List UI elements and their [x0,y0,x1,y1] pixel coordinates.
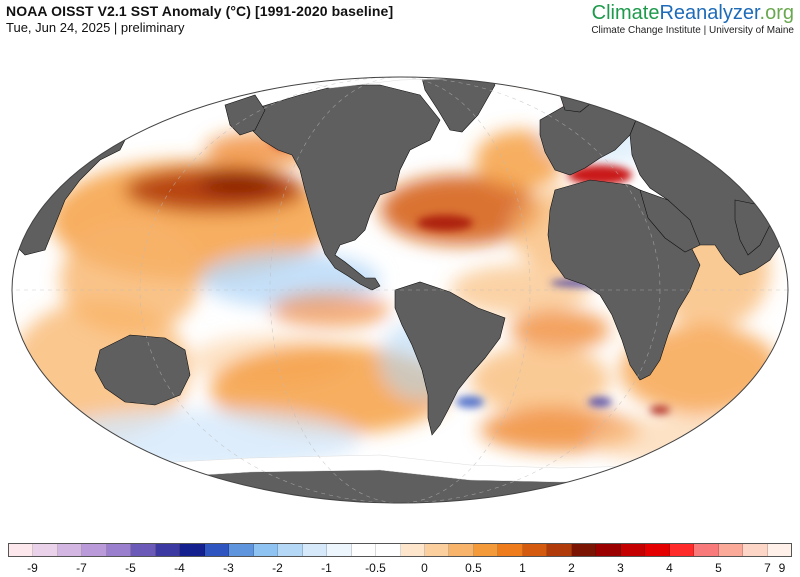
graticule-meridian [139,77,661,503]
legend-swatch [155,544,181,556]
legend-swatch [376,544,401,556]
legend-swatch [694,544,719,556]
legend-swatch [278,544,303,556]
legend-tick-label: 5 [715,561,722,575]
legend-swatch [327,544,352,556]
globe-outline [11,76,789,504]
legend-swatch [596,544,621,556]
legend-swatch [9,544,34,556]
legend-swatch [669,544,695,556]
legend-swatch [571,544,597,556]
legend-tick-label: 0.5 [465,561,482,575]
map-title: NOAA OISST V2.1 SST Anomaly (°C) [1991-2… [6,3,394,19]
legend-swatch [718,544,744,556]
legend-swatch [400,544,425,556]
antarctica-land [12,469,788,503]
north-america-land [249,84,441,291]
legend-tick-label: 4 [666,561,673,575]
sst-anomaly-map [11,76,789,504]
brand-logo[interactable]: ClimateReanalyzer.org [591,2,794,24]
brand-name-part3: .org [759,2,794,24]
legend-swatch [82,544,107,556]
legend-tick-label: -4 [174,561,185,575]
legend-swatch [229,544,254,556]
brand-name-part1: Climate [591,2,660,24]
map-subtitle: Tue, Jun 24, 2025 | preliminary [6,20,185,35]
legend-tick-label: 9 [778,561,786,575]
legend-swatch [33,544,58,556]
brand-institution: Climate Change Institute | University of… [591,25,794,36]
legend-swatch [253,544,279,556]
legend-swatch [767,544,791,556]
legend-tick-label: -0.5 [365,561,386,575]
legend-tick-label: 7 [764,561,771,575]
legend-swatch [449,544,474,556]
arabia-land [639,189,701,253]
alaska-land [224,94,266,136]
legend-swatch [620,544,646,556]
legend-tick-label: -1 [321,561,332,575]
legend-tick-labels: -9 -7 -5 -4 -3 -2 -1 -0.5 0 0.5 1 2 3 4 5 7 9 [8,561,792,575]
australia-land [94,334,191,406]
greenland-land [419,77,496,133]
legend-tick-label: 0 [421,561,428,575]
legend-tick-label: -3 [223,561,234,575]
legend-swatch [131,544,156,556]
legend-swatch [473,544,499,556]
legend-swatch [743,544,768,556]
legend-swatch [498,544,523,556]
legend-swatch [522,544,548,556]
brand-block: ClimateReanalyzer.org Climate Change Ins… [591,2,794,36]
legend-tick-label: 2 [568,561,575,575]
south-america-land [394,281,506,436]
globe [12,77,788,503]
legend-tick-label: -9 [27,561,38,575]
graticule [12,77,788,503]
legend-tick-label: 3 [617,561,624,575]
legend-swatch [106,544,132,556]
legend-tick-label: -2 [272,561,283,575]
legend-tick-label: 1 [519,561,526,575]
legend-swatch [547,544,572,556]
legend-colorbar [8,543,792,557]
legend-swatch [424,544,450,556]
legend-swatch [302,544,328,556]
graticule-meridian [269,77,531,503]
legend-swatch [204,544,230,556]
legend-tick-label: -7 [76,561,87,575]
legend-tick-label: -5 [125,561,136,575]
legend-swatch [351,544,377,556]
legend-swatch [57,544,83,556]
legend-swatch [180,544,205,556]
legend-swatch [645,544,670,556]
brand-name-part2: Reanalyzer [659,2,760,24]
